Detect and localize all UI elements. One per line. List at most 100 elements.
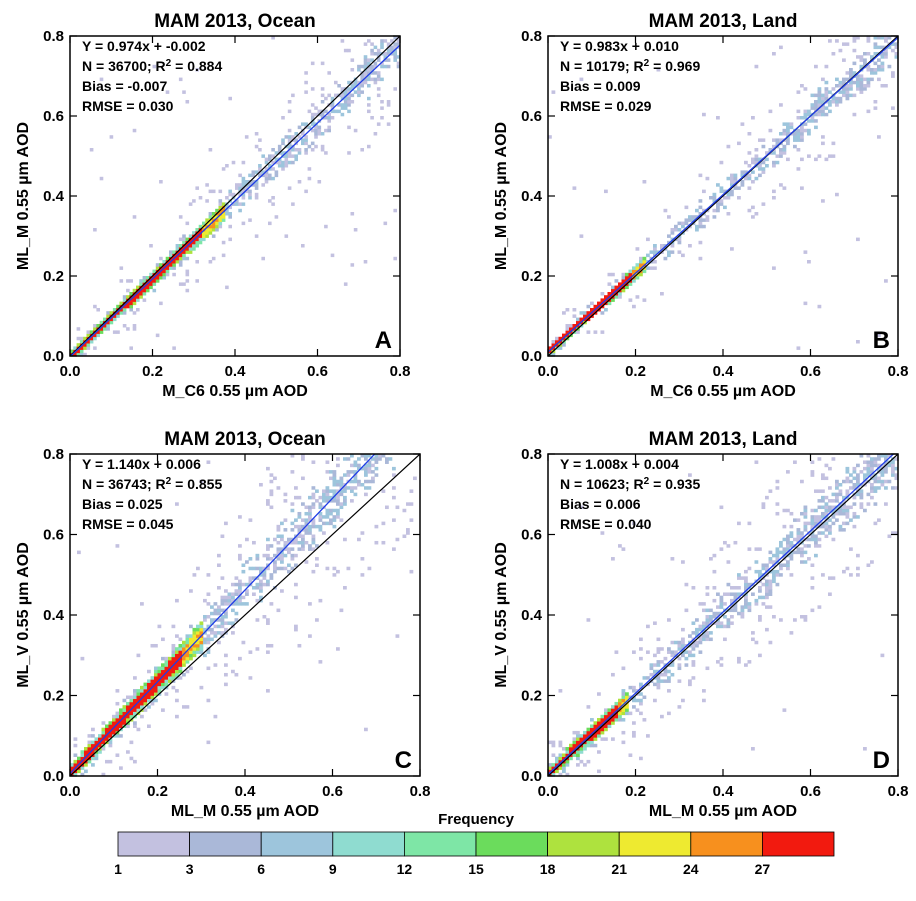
density-cell <box>301 454 305 458</box>
density-cell <box>779 45 783 50</box>
density-cell <box>374 540 379 545</box>
density-cell <box>807 112 811 117</box>
density-cell <box>227 602 232 606</box>
density-cell <box>290 502 295 506</box>
density-cell <box>695 643 699 648</box>
density-cell <box>347 100 351 104</box>
density-cell <box>828 528 832 532</box>
density-cell <box>311 460 316 464</box>
density-cell <box>737 586 741 590</box>
density-cell <box>719 624 724 629</box>
density-cell <box>175 714 179 719</box>
density-cell <box>586 730 591 735</box>
density-cell <box>159 272 163 277</box>
density-cell <box>705 621 710 625</box>
density-cell <box>576 763 580 767</box>
density-cell <box>171 676 176 680</box>
colorbar-swatch <box>189 831 262 857</box>
density-cell <box>712 192 717 197</box>
density-cell <box>132 311 137 315</box>
density-cell <box>386 48 391 53</box>
density-cell <box>572 186 577 190</box>
density-cell <box>835 77 839 82</box>
density-cell <box>831 515 836 519</box>
density-cell <box>849 473 853 477</box>
density-cell <box>350 58 355 62</box>
density-cell <box>796 528 801 532</box>
density-cell <box>821 199 825 203</box>
density-cell <box>188 250 193 254</box>
density-cell <box>859 505 864 510</box>
density-cell <box>684 221 689 226</box>
density-cell <box>324 224 328 229</box>
density-cell <box>572 308 577 312</box>
density-cell <box>304 138 308 142</box>
density-cell <box>579 234 584 238</box>
density-cell <box>325 470 330 474</box>
density-cell <box>280 547 284 551</box>
density-cell <box>751 160 755 165</box>
density-cell <box>310 112 315 117</box>
density-cell <box>318 511 323 516</box>
density-cell <box>339 486 344 490</box>
density-cell <box>311 495 316 500</box>
density-cell <box>178 282 183 286</box>
density-cell <box>604 718 608 722</box>
density-cell <box>73 737 78 741</box>
density-cell <box>133 676 137 680</box>
density-cell <box>579 750 584 754</box>
density-cell <box>336 511 340 516</box>
density-cell <box>213 618 218 622</box>
density-cell <box>182 237 186 242</box>
density-cell <box>765 495 769 500</box>
density-cell <box>318 524 323 529</box>
density-cell <box>393 208 397 213</box>
density-cell <box>139 282 143 286</box>
density-cell <box>670 640 675 645</box>
density-cell <box>744 595 748 600</box>
density-cell <box>824 505 829 510</box>
density-cell <box>681 253 685 258</box>
density-cell <box>667 647 671 651</box>
density-cell <box>849 479 853 484</box>
density-cell <box>198 237 203 242</box>
density-cell <box>159 263 163 267</box>
density-cell <box>744 576 748 580</box>
density-cell <box>340 87 345 91</box>
density-cell <box>161 708 165 712</box>
density-cell <box>607 301 612 306</box>
density-cell <box>393 48 397 53</box>
density-cell <box>894 42 899 46</box>
density-cell <box>248 192 252 197</box>
density-cell <box>211 234 216 238</box>
density-cell <box>618 701 622 706</box>
density-cell <box>129 298 133 302</box>
density-cell <box>336 492 340 497</box>
density-cell <box>308 547 312 551</box>
density-cell <box>178 663 183 667</box>
density-cell <box>775 547 780 551</box>
density-cell <box>614 701 619 706</box>
density-cell <box>283 499 288 503</box>
density-cell <box>852 93 857 98</box>
density-cell <box>670 650 675 654</box>
density-cell <box>206 637 211 642</box>
density-cell <box>884 486 888 490</box>
density-cell <box>814 515 818 519</box>
density-cell <box>628 282 633 286</box>
density-cell <box>639 647 643 651</box>
density-cell <box>91 756 95 761</box>
density-cell <box>551 766 556 770</box>
density-cell <box>884 470 888 474</box>
density-cell <box>733 595 738 600</box>
density-cell <box>91 734 95 738</box>
x-axis-label: ML_M 0.55 µm AOD <box>171 803 319 820</box>
density-cell <box>367 103 371 107</box>
density-cell <box>277 164 282 168</box>
density-cell <box>548 763 552 767</box>
density-cell <box>122 705 127 709</box>
density-cell <box>842 42 846 46</box>
density-cell <box>744 605 748 609</box>
density-cell <box>807 109 811 114</box>
